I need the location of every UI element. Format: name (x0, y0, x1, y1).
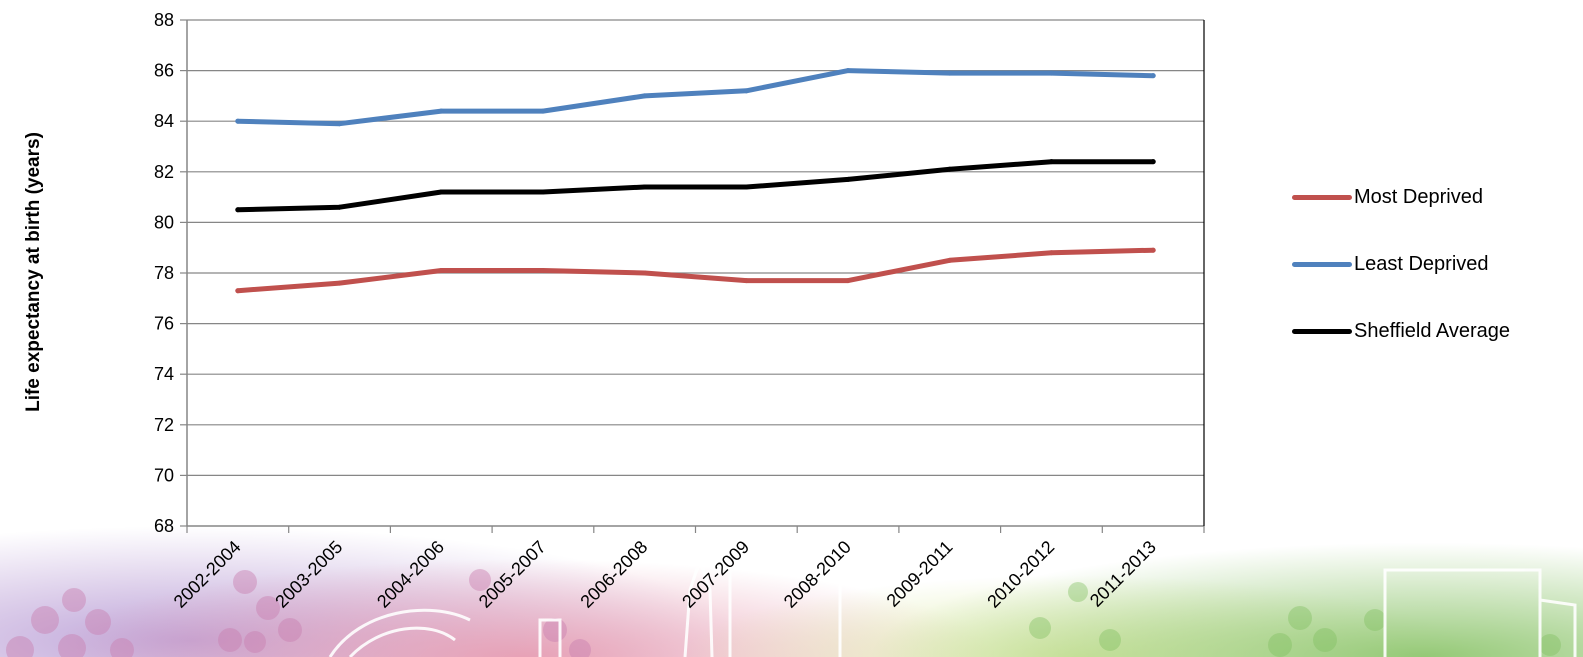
data-point-most-deprived (235, 288, 241, 294)
data-point-sheffield-average (1048, 159, 1054, 165)
data-point-least-deprived (845, 68, 851, 74)
y-tick-label: 74 (154, 364, 174, 384)
y-tick-label: 68 (154, 516, 174, 536)
data-point-sheffield-average (337, 204, 343, 210)
y-tick-label: 76 (154, 314, 174, 334)
legend-item-most-deprived: Most Deprived (1292, 180, 1510, 215)
legend: Most Deprived Least Deprived Sheffield A… (1292, 180, 1510, 349)
x-tick-label: 2009-2011 (883, 537, 957, 611)
y-axis-ticks: 68 70 72 74 76 78 80 82 84 86 88 (154, 10, 187, 536)
legend-item-least-deprived: Least Deprived (1292, 247, 1510, 282)
data-point-most-deprived (1048, 250, 1054, 256)
legend-swatch-sheffield-average (1292, 329, 1352, 334)
data-point-least-deprived (438, 108, 444, 114)
legend-label-least-deprived: Least Deprived (1354, 253, 1489, 275)
data-point-most-deprived (438, 267, 444, 273)
data-point-most-deprived (1150, 247, 1156, 253)
data-point-least-deprived (1048, 70, 1054, 76)
y-tick-label: 82 (154, 162, 174, 182)
x-tick-label: 2002-2004 (170, 537, 245, 612)
legend-label-sheffield-average: Sheffield Average (1354, 320, 1511, 342)
series-line-most-deprived (235, 247, 1156, 294)
data-point-least-deprived (743, 88, 749, 94)
data-point-most-deprived (947, 257, 953, 263)
data-point-most-deprived (540, 267, 546, 273)
y-tick-label: 78 (154, 263, 174, 283)
data-point-sheffield-average (235, 207, 241, 213)
data-point-sheffield-average (743, 184, 749, 190)
y-tick-label: 80 (154, 212, 174, 232)
x-tick-label: 2008-2010 (780, 537, 855, 612)
y-tick-label: 70 (154, 465, 174, 485)
legend-swatch-most-deprived (1292, 195, 1352, 200)
data-point-most-deprived (642, 270, 648, 276)
y-tick-label: 84 (154, 111, 174, 131)
series-line-sheffield-average (235, 159, 1156, 213)
data-point-sheffield-average (1150, 159, 1156, 165)
x-tick-label: 2004-2006 (373, 537, 448, 612)
x-axis-ticks: 2002-2004 2003-2005 2004-2006 2005-2007 2006… (170, 526, 1205, 612)
x-tick-label: 2007-2009 (678, 537, 753, 612)
legend-label-most-deprived: Most Deprived (1354, 186, 1483, 208)
x-tick-label: 2010-2012 (983, 537, 1058, 612)
y-tick-label: 88 (154, 10, 174, 30)
y-tick-label: 86 (154, 61, 174, 81)
data-point-most-deprived (743, 278, 749, 284)
data-point-sheffield-average (845, 176, 851, 182)
x-tick-label: 2003-2005 (271, 537, 346, 612)
y-tick-label: 72 (154, 415, 174, 435)
data-point-most-deprived (845, 278, 851, 284)
data-point-least-deprived (642, 93, 648, 99)
legend-swatch-least-deprived (1292, 262, 1352, 267)
data-point-most-deprived (337, 280, 343, 286)
gridlines (187, 19, 1204, 476)
y-axis-title: Life expectancy at birth (years) (23, 132, 44, 412)
legend-item-sheffield-average: Sheffield Average (1292, 314, 1510, 349)
data-point-least-deprived (540, 108, 546, 114)
data-point-sheffield-average (642, 184, 648, 190)
data-point-least-deprived (235, 118, 241, 124)
data-point-sheffield-average (438, 189, 444, 195)
x-tick-label: 2005-2007 (475, 537, 550, 612)
series-line-least-deprived (235, 68, 1156, 127)
x-tick-label: 2011-2013 (1086, 537, 1160, 611)
data-point-sheffield-average (947, 166, 953, 172)
data-point-sheffield-average (540, 189, 546, 195)
data-point-least-deprived (1150, 73, 1156, 79)
x-tick-label: 2006-2008 (576, 537, 651, 612)
data-point-least-deprived (337, 121, 343, 127)
series-lines (235, 68, 1156, 294)
data-point-least-deprived (947, 70, 953, 76)
